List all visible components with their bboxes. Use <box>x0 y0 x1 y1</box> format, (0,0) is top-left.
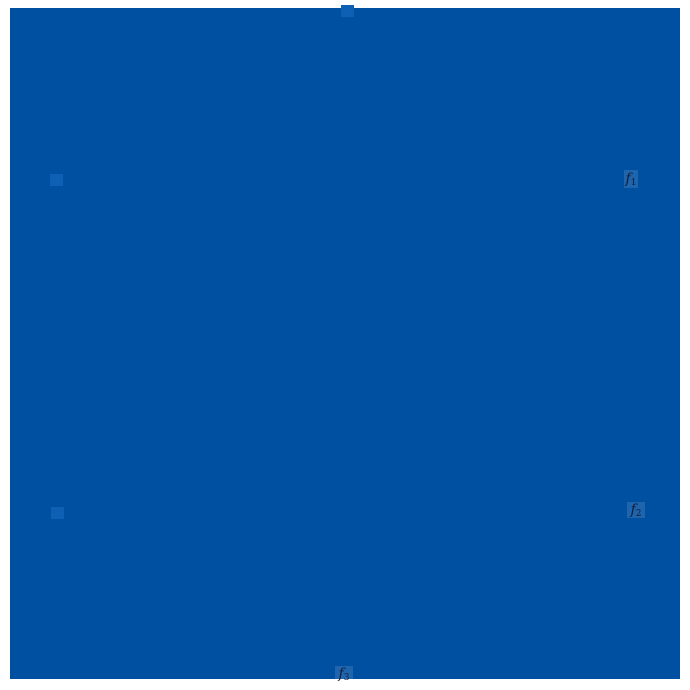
square-marker-left-upper <box>50 174 63 186</box>
blue-fill-region <box>10 8 680 679</box>
label-f3-subscript: 3 <box>343 672 350 683</box>
label-f2-subscript: 2 <box>635 508 642 519</box>
label-f3-base: f <box>338 666 344 682</box>
label-f1-base: f <box>625 171 631 187</box>
label-f1-subscript: 1 <box>630 177 637 188</box>
square-marker-top <box>341 5 354 17</box>
square-marker-left-lower <box>51 507 64 519</box>
label-f2-base: f <box>630 502 636 518</box>
